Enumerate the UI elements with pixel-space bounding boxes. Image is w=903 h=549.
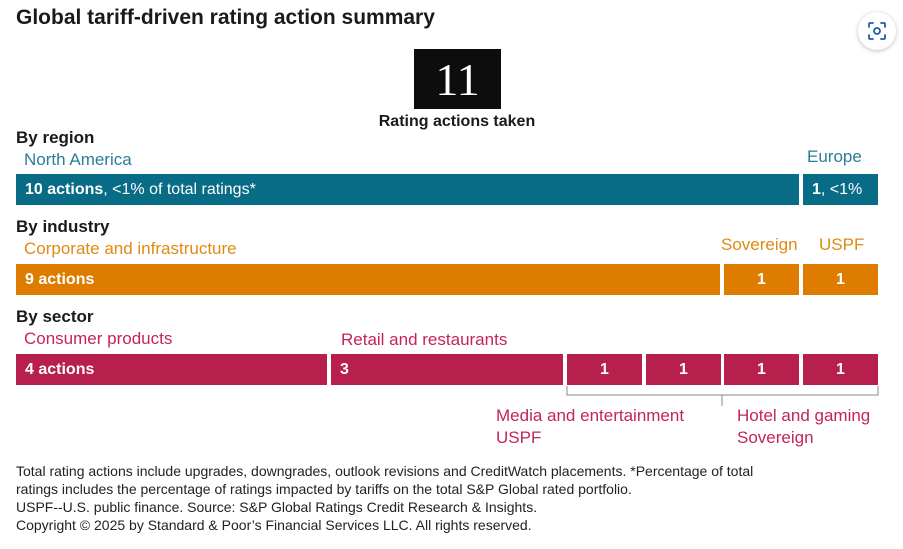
uspf-industry-bar: 1	[803, 264, 878, 295]
corporate-label: Corporate and infrastructure	[24, 239, 237, 258]
sovereign-sector-label: Sovereign	[737, 428, 814, 447]
consumer-products-label: Consumer products	[24, 329, 173, 348]
north-america-detail: , <1% of total ratings*	[103, 180, 256, 198]
footnote-line: ratings includes the percentage of ratin…	[16, 481, 632, 497]
uspf-sector-label: USPF	[496, 428, 542, 447]
footnote-line: Copyright © 2025 by Standard & Poor’s Fi…	[16, 517, 532, 533]
media-label: Media and entertainment	[496, 406, 685, 425]
sector-bracket	[566, 386, 879, 406]
sovereign-sector-bar: 1	[803, 354, 878, 385]
sovereign-industry-bar: 1	[724, 264, 799, 295]
footnote-line: Total rating actions include upgrades, d…	[16, 463, 754, 479]
sovereign-industry-label: Sovereign	[721, 235, 798, 254]
north-america-count: 10 actions	[25, 180, 104, 198]
uspf-sector-bar: 1	[646, 354, 721, 385]
europe-bar: 1, <1%	[803, 174, 878, 205]
europe-label: Europe	[807, 147, 862, 166]
uspf-industry-label: USPF	[819, 235, 865, 254]
lens-icon	[868, 22, 886, 40]
total-actions-value: 11	[414, 49, 501, 109]
footnote: Total rating actions include upgrades, d…	[16, 462, 891, 534]
corporate-bar: 9 actions	[16, 264, 720, 295]
sector-heading: By sector	[16, 307, 94, 326]
hotel-label: Hotel and gaming	[737, 406, 871, 425]
media-bar: 1	[567, 354, 642, 385]
europe-count: 1	[812, 180, 821, 198]
retail-bar: 3	[331, 354, 563, 385]
industry-heading: By industry	[16, 217, 110, 236]
north-america-bar: 10 actions, <1% of total ratings*	[16, 174, 799, 205]
visual-search-button[interactable]	[858, 12, 896, 50]
footnote-line: USPF--U.S. public finance. Source: S&P G…	[16, 499, 538, 515]
europe-detail: , <1%	[820, 180, 863, 198]
consumer-products-bar: 4 actions	[16, 354, 327, 385]
region-heading: By region	[16, 128, 95, 147]
retail-label: Retail and restaurants	[341, 330, 508, 349]
hotel-bar: 1	[724, 354, 799, 385]
total-actions-caption: Rating actions taken	[378, 113, 536, 130]
chart-title: Global tariff-driven rating action summa…	[16, 6, 435, 29]
north-america-label: North America	[24, 150, 132, 169]
